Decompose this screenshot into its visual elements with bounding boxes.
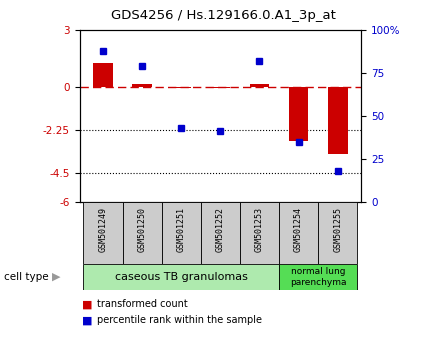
Bar — [93, 63, 113, 87]
Bar — [83, 202, 123, 264]
Bar — [328, 87, 347, 154]
Text: caseous TB granulomas: caseous TB granulomas — [115, 272, 248, 282]
Bar — [250, 84, 269, 87]
Text: GDS4256 / Hs.129166.0.A1_3p_at: GDS4256 / Hs.129166.0.A1_3p_at — [111, 9, 336, 22]
Text: ▶: ▶ — [52, 272, 60, 282]
Text: ■: ■ — [82, 315, 92, 325]
Bar — [211, 87, 230, 88]
Bar — [279, 202, 318, 264]
Bar — [83, 264, 279, 290]
Bar — [279, 264, 357, 290]
Bar — [172, 87, 191, 88]
Text: GSM501251: GSM501251 — [177, 207, 186, 252]
Bar — [318, 202, 357, 264]
Text: normal lung
parenchyma: normal lung parenchyma — [290, 267, 347, 287]
Bar — [132, 85, 152, 87]
Bar — [240, 202, 279, 264]
Text: GSM501249: GSM501249 — [98, 207, 108, 252]
Text: GSM501255: GSM501255 — [333, 207, 342, 252]
Bar — [201, 202, 240, 264]
Bar — [123, 202, 162, 264]
Text: transformed count: transformed count — [97, 299, 187, 309]
Text: GSM501253: GSM501253 — [255, 207, 264, 252]
Text: GSM501250: GSM501250 — [138, 207, 147, 252]
Bar — [289, 87, 308, 141]
Text: percentile rank within the sample: percentile rank within the sample — [97, 315, 262, 325]
Text: cell type: cell type — [4, 272, 49, 282]
Text: GSM501254: GSM501254 — [294, 207, 303, 252]
Text: ■: ■ — [82, 299, 92, 309]
Bar — [162, 202, 201, 264]
Text: GSM501252: GSM501252 — [216, 207, 225, 252]
